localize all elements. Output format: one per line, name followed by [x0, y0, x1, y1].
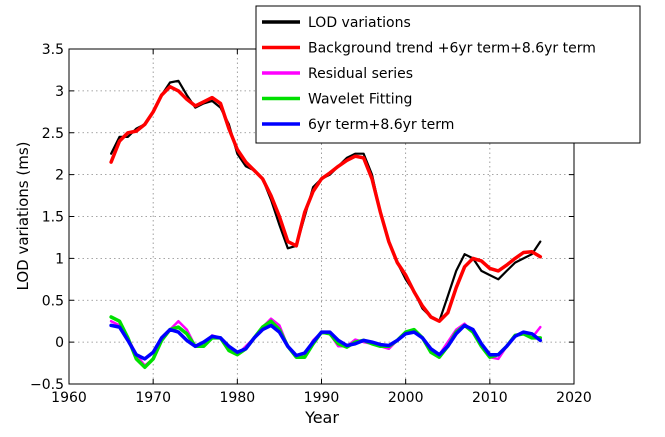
- y-axis-label: LOD variations (ms): [14, 142, 32, 291]
- series-line-4: [109, 323, 543, 361]
- x-axis-label: Year: [304, 408, 339, 427]
- x-tick-label: 1960: [51, 390, 87, 406]
- x-tick-label: 1980: [220, 390, 256, 406]
- tick-labels: 1960 1970 1980 1990 2000 2010 2020 −0.5 0 0.5 1 1.5…: [30, 42, 592, 406]
- y-tick-label: 1: [55, 251, 64, 267]
- x-tick-label: 2020: [556, 390, 592, 406]
- legend-label: Background trend +6yr term+8.6yr term: [308, 41, 596, 57]
- series-line-1: [109, 84, 543, 323]
- legend-label: Residual series: [308, 66, 413, 82]
- legend-label: 6yr term+8.6yr term: [308, 117, 454, 133]
- x-tick-label: 1990: [304, 390, 340, 406]
- x-tick-label: 1970: [135, 390, 171, 406]
- series-group: [109, 79, 543, 370]
- y-tick-label: −0.5: [30, 377, 64, 393]
- x-tick-label: 2010: [472, 390, 508, 406]
- x-tick-label: 2000: [388, 390, 424, 406]
- y-tick-label: 0.5: [42, 293, 64, 309]
- y-tick-label: 1.5: [42, 210, 64, 226]
- y-tick-label: 0: [55, 335, 64, 351]
- legend-label: Wavelet Fitting: [308, 92, 412, 108]
- y-tick-label: 3.5: [42, 42, 64, 58]
- y-tick-label: 2.5: [42, 126, 64, 142]
- legend: LOD variations Background trend +6yr term…: [255, 5, 641, 144]
- y-tick-label: 3: [55, 84, 64, 100]
- legend-box: [255, 5, 641, 144]
- legend-label: LOD variations: [308, 15, 411, 31]
- y-tick-label: 2: [55, 168, 64, 184]
